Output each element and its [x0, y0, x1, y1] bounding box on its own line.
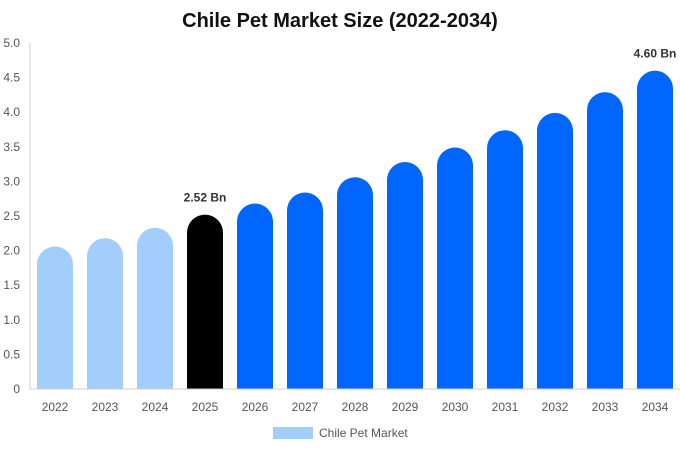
y-axis: 0 0.5 1.0 1.5 2.0 2.5 3.0 3.5 4.0 4.5 5.0	[3, 36, 31, 396]
bar-2025	[187, 214, 223, 389]
data-labels: 2.52 Bn 4.60 Bn	[184, 47, 677, 205]
bar-2030	[437, 147, 473, 389]
x-tick-label: 2024	[142, 400, 169, 414]
x-tick-label: 2028	[342, 400, 369, 414]
y-tick-label: 2.5	[3, 209, 20, 223]
x-tick-label: 2023	[92, 400, 119, 414]
x-tick-label: 2026	[242, 400, 269, 414]
bar-2026	[237, 203, 273, 389]
bar-2034	[637, 70, 673, 390]
legend: Chile Pet Market	[273, 426, 408, 440]
x-tick-label: 2022	[42, 400, 69, 414]
x-tick-label: 2027	[292, 400, 319, 414]
x-tick-label: 2029	[392, 400, 419, 414]
x-axis: 2022 2023 2024 2025 2026 2027 2028 2029 2030 2031…	[30, 388, 680, 414]
bar-2032	[537, 112, 573, 389]
y-tick-label: 0.5	[3, 347, 20, 361]
y-tick-label: 3.5	[3, 140, 20, 154]
y-tick-label: 4.5	[3, 71, 20, 85]
y-tick-label: 0	[13, 382, 20, 396]
x-tick-label: 2030	[442, 400, 469, 414]
x-tick-label: 2032	[542, 400, 569, 414]
x-tick-label: 2031	[492, 400, 519, 414]
y-tick-label: 1.5	[3, 278, 20, 292]
data-label-2034: 4.60 Bn	[634, 47, 677, 61]
y-tick-label: 3.0	[3, 174, 20, 188]
y-tick-label: 5.0	[3, 36, 20, 50]
legend-label: Chile Pet Market	[319, 426, 408, 440]
bar-2022	[37, 246, 73, 389]
bar-2027	[287, 192, 323, 389]
bar-2033	[587, 92, 623, 389]
bars-group	[37, 70, 673, 390]
data-label-2025: 2.52 Bn	[184, 191, 227, 205]
y-tick-label: 4.0	[3, 105, 20, 119]
x-tick-label: 2034	[642, 400, 669, 414]
bar-2023	[87, 238, 123, 389]
x-tick-label: 2025	[192, 400, 219, 414]
legend-swatch	[273, 427, 313, 439]
x-tick-label: 2033	[592, 400, 619, 414]
y-tick-label: 2.0	[3, 244, 20, 258]
chart-title: Chile Pet Market Size (2022-2034)	[182, 10, 498, 32]
bar-2029	[387, 162, 423, 389]
y-tick-label: 1.0	[3, 313, 20, 327]
bar-2028	[337, 177, 373, 389]
bar-2031	[487, 130, 523, 389]
bar-2024	[137, 227, 173, 389]
